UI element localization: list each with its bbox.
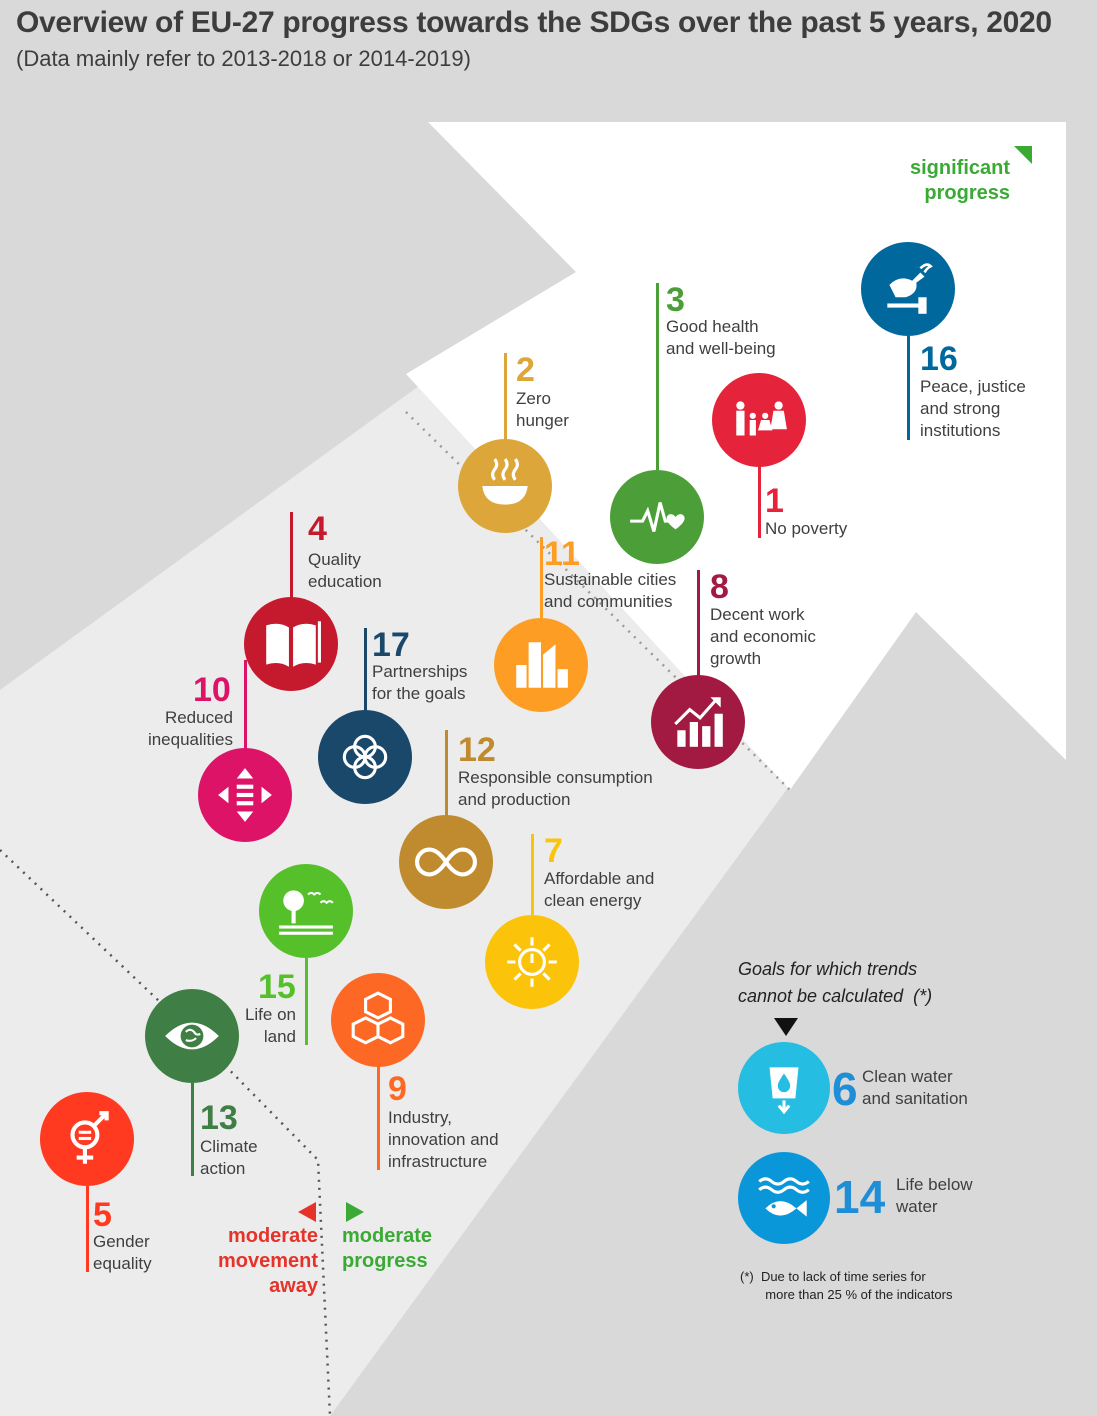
goal-9-leader-line bbox=[377, 1066, 380, 1170]
goal-10-leader-line bbox=[244, 660, 247, 749]
goal-15-leader-line bbox=[305, 958, 308, 1045]
goal-15-circle bbox=[259, 864, 353, 958]
goal-5-circle bbox=[40, 1092, 134, 1186]
goal-9-label: Industry, innovation and infrastructure bbox=[388, 1108, 499, 1171]
goal-13-circle bbox=[145, 989, 239, 1083]
growth-chart-icon bbox=[674, 697, 723, 747]
goal-2-label: Zero hunger bbox=[516, 389, 569, 430]
goal-10-label: Reduced inequalities bbox=[147, 708, 233, 749]
goal-10-circle bbox=[198, 748, 292, 842]
goal-1-number: 1 bbox=[765, 482, 784, 520]
goal-3-circle bbox=[610, 470, 704, 564]
goal-7-leader-line bbox=[531, 834, 534, 916]
goal-1-leader-line bbox=[758, 467, 761, 538]
goal-6-label: Clean water and sanitation bbox=[862, 1067, 968, 1108]
divider-away bbox=[0, 849, 332, 1416]
family-icon bbox=[736, 401, 787, 436]
heartbeat-icon bbox=[630, 502, 685, 532]
goal-5-leader-line bbox=[86, 1186, 89, 1272]
cubes-icon bbox=[351, 991, 405, 1045]
goal-12-label: Responsible consumption and production bbox=[458, 768, 653, 809]
goal-12-circle bbox=[399, 815, 493, 909]
goal-9-number: 9 bbox=[388, 1070, 407, 1108]
tree-birds-icon bbox=[279, 890, 334, 935]
chart-subtitle: (Data mainly refer to 2013-2018 or 2014-… bbox=[16, 46, 471, 71]
goal-4-circle bbox=[244, 597, 338, 691]
goal-8-leader-line bbox=[697, 570, 700, 676]
goal-4-leader-line bbox=[290, 512, 293, 598]
goal-2-leader-line bbox=[504, 353, 507, 440]
sun-power-icon bbox=[507, 937, 557, 987]
goal-17-circle bbox=[318, 710, 412, 804]
chart-title: Overview of EU-27 progress towards the S… bbox=[16, 6, 1052, 39]
goal-11-circle bbox=[494, 618, 588, 712]
goal-13-label: Climate action bbox=[200, 1137, 258, 1178]
footnote: (*) Due to lack of time series for more … bbox=[740, 1269, 953, 1302]
goal-13-leader-line bbox=[191, 1083, 194, 1176]
infinity-icon bbox=[415, 847, 477, 877]
goal-17-number: 17 bbox=[372, 626, 410, 664]
goal-4-label: Quality education bbox=[308, 550, 382, 591]
city-icon bbox=[516, 642, 568, 688]
goal-11-label: Sustainable cities and communities bbox=[544, 570, 677, 611]
goal-16-number: 16 bbox=[920, 340, 958, 378]
goal-14-label: Life below water bbox=[896, 1175, 973, 1216]
eye-globe-icon bbox=[165, 1022, 219, 1050]
goal-1-circle bbox=[712, 373, 806, 467]
water-icon bbox=[769, 1067, 799, 1115]
goal-5-label: Gender equality bbox=[93, 1232, 152, 1273]
fish-icon bbox=[758, 1177, 810, 1217]
goal-3-label: Good health and well-being bbox=[666, 317, 776, 358]
rings-icon bbox=[342, 734, 388, 780]
goal-7-label: Affordable and clean energy bbox=[544, 869, 655, 910]
goal-12-leader-line bbox=[445, 730, 448, 816]
goal-14-circle bbox=[738, 1152, 830, 1244]
goal-8-circle bbox=[651, 675, 745, 769]
goal-6-circle bbox=[738, 1042, 830, 1134]
goal-8-number: 8 bbox=[710, 568, 729, 606]
moderate-progress-label: moderate progress bbox=[342, 1225, 433, 1272]
goal-11-number: 11 bbox=[544, 535, 580, 573]
book-icon bbox=[266, 621, 321, 667]
goal-15-label: Life on land bbox=[244, 1005, 296, 1046]
goal-16-leader-line bbox=[907, 336, 910, 440]
moderate-away-label: moderate movement away bbox=[217, 1225, 318, 1297]
goal-6-number: 6 bbox=[832, 1063, 858, 1115]
goal-14-number: 14 bbox=[834, 1171, 886, 1223]
moderate-away-triangle bbox=[298, 1202, 316, 1222]
equality-arrows-icon bbox=[218, 768, 272, 822]
goal-2-number: 2 bbox=[516, 351, 535, 389]
goal-10-number: 10 bbox=[193, 671, 231, 709]
goal-11-leader-line bbox=[540, 537, 543, 620]
goal-4-number: 4 bbox=[308, 510, 327, 548]
goal-2-circle bbox=[458, 439, 552, 533]
goal-17-label: Partnerships for the goals bbox=[372, 662, 468, 703]
goal-7-number: 7 bbox=[544, 832, 563, 870]
goal-17-leader-line bbox=[364, 628, 367, 711]
goal-3-number: 3 bbox=[666, 281, 685, 319]
not-calculated-heading: Goals for which trends cannot be calcula… bbox=[738, 959, 933, 1006]
goal-7-circle bbox=[485, 915, 579, 1009]
goal-8-label: Decent work and economic growth bbox=[710, 605, 816, 668]
goal-1-label: No poverty bbox=[765, 519, 848, 538]
moderate-progress-triangle bbox=[346, 1202, 364, 1222]
dove-gavel-icon bbox=[887, 263, 933, 314]
goal-12-number: 12 bbox=[458, 731, 496, 769]
gender-icon bbox=[70, 1111, 109, 1164]
goal-13-number: 13 bbox=[200, 1099, 238, 1137]
bowl-icon bbox=[482, 458, 528, 505]
goal-9-circle bbox=[331, 973, 425, 1067]
significant-progress-label: significant progress bbox=[910, 157, 1011, 204]
goal-15-number: 15 bbox=[258, 968, 296, 1006]
goal-16-label: Peace, justice and strong institutions bbox=[920, 377, 1026, 440]
down-arrow-icon bbox=[774, 1018, 798, 1036]
goal-16-circle bbox=[861, 242, 955, 336]
goal-5-number: 5 bbox=[93, 1196, 112, 1234]
goal-3-leader-line bbox=[656, 283, 659, 470]
significant-triangle bbox=[1014, 146, 1032, 164]
